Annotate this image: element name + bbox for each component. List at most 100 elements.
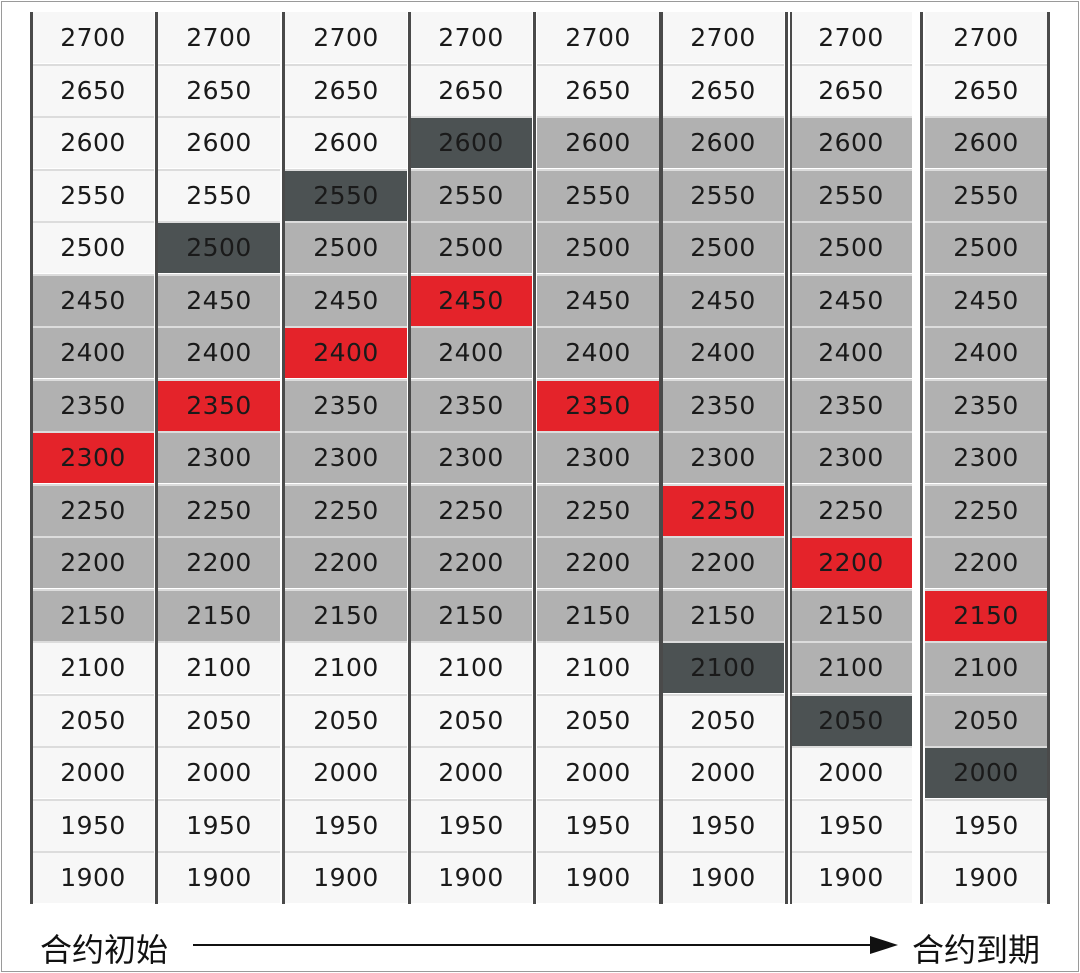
price-cell-light: 2150: [158, 590, 280, 641]
row-separator: [790, 799, 912, 801]
row-separator: [285, 746, 407, 748]
price-column-2: 2700 2650 2600 2550 2500 2450 2400 2350 2300 2250…: [158, 12, 280, 904]
row-separator: [285, 221, 407, 223]
price-cell-light: 2400: [410, 327, 532, 378]
row-separator: [537, 169, 659, 171]
price-cell-white: 2550: [158, 170, 280, 221]
row-separator: [32, 326, 154, 328]
price-cell-light: 2250: [537, 485, 659, 536]
row-separator: [410, 221, 532, 223]
row-separator: [410, 274, 532, 276]
price-cell-light: 2500: [662, 222, 784, 273]
row-separator: [32, 536, 154, 538]
price-cell-white: 1900: [662, 852, 784, 903]
price-cell-light: 2150: [662, 590, 784, 641]
price-cell-white: 1950: [158, 800, 280, 851]
row-separator: [32, 274, 154, 276]
price-cell-light: 2300: [537, 432, 659, 483]
price-cell-light: 2300: [925, 432, 1047, 483]
row-separator: [790, 116, 912, 118]
row-separator: [158, 116, 280, 118]
row-separator: [537, 431, 659, 433]
price-cell-light: 2150: [537, 590, 659, 641]
price-cell-light: 2550: [537, 170, 659, 221]
price-cell-light: 2200: [662, 537, 784, 588]
row-separator: [285, 799, 407, 801]
price-cell-light: 2300: [158, 432, 280, 483]
row-separator: [537, 641, 659, 643]
price-column-6: 2700 2650 2600 2550 2500 2450 2400 2350 2300 2250…: [662, 12, 784, 904]
price-cell-white: 1900: [158, 852, 280, 903]
row-separator: [32, 169, 154, 171]
row-separator: [410, 169, 532, 171]
row-separator: [410, 851, 532, 853]
row-separator: [925, 326, 1047, 328]
row-separator: [537, 274, 659, 276]
column-divider: [920, 12, 923, 904]
row-separator: [285, 694, 407, 696]
price-cell-light: 2100: [925, 642, 1047, 693]
column-divider: [1047, 12, 1050, 904]
row-separator: [790, 641, 912, 643]
row-separator: [662, 536, 784, 538]
price-cell-light: 2600: [537, 117, 659, 168]
row-separator: [285, 536, 407, 538]
price-cell-white: 1900: [285, 852, 407, 903]
timeline-arrow-head: [870, 936, 898, 954]
row-separator: [537, 484, 659, 486]
price-column-5: 2700 2650 2600 2550 2500 2450 2400 2350 2300 2250…: [537, 12, 659, 904]
column-divider: [30, 12, 33, 904]
price-cell-light: 2350: [925, 380, 1047, 431]
price-cell-light: 2200: [285, 537, 407, 588]
row-separator: [285, 64, 407, 66]
price-cell-light: 2450: [662, 275, 784, 326]
price-cell-white: 1950: [662, 800, 784, 851]
price-cell-red: 2200: [790, 537, 912, 588]
price-cell-white: 1950: [285, 800, 407, 851]
price-cell-light: 2500: [285, 222, 407, 273]
row-separator: [790, 851, 912, 853]
row-separator: [662, 694, 784, 696]
row-separator: [925, 641, 1047, 643]
column-divider: [533, 12, 536, 904]
row-separator: [410, 536, 532, 538]
row-separator: [925, 169, 1047, 171]
price-cell-white: 2650: [32, 65, 154, 116]
row-separator: [925, 221, 1047, 223]
contract-end-label: 合约到期: [912, 931, 1041, 969]
row-separator: [662, 221, 784, 223]
row-separator: [925, 431, 1047, 433]
price-cell-white: 1950: [410, 800, 532, 851]
row-separator: [537, 379, 659, 381]
price-cell-white: 2650: [158, 65, 280, 116]
price-cell-white: 2650: [925, 65, 1047, 116]
column-divider: [790, 12, 792, 904]
price-cell-light: 2400: [537, 327, 659, 378]
row-separator: [410, 116, 532, 118]
price-cell-red: 2450: [410, 275, 532, 326]
row-separator: [285, 326, 407, 328]
price-cell-white: 2700: [537, 12, 659, 63]
row-separator: [158, 326, 280, 328]
price-cell-white: 2600: [158, 117, 280, 168]
price-cell-white: 2700: [925, 12, 1047, 63]
price-cell-dark: 2050: [790, 695, 912, 746]
row-separator: [537, 221, 659, 223]
row-separator: [32, 851, 154, 853]
price-cell-white: 2000: [662, 747, 784, 798]
row-separator: [285, 641, 407, 643]
price-cell-light: 2300: [790, 432, 912, 483]
price-cell-light: 2050: [925, 695, 1047, 746]
row-separator: [32, 799, 154, 801]
row-separator: [410, 746, 532, 748]
price-column-1: 2700 2650 2600 2550 2500 2450 2400 2350 2300 2250…: [32, 12, 154, 904]
price-cell-white: 1900: [410, 852, 532, 903]
row-separator: [32, 116, 154, 118]
price-cell-white: 2600: [285, 117, 407, 168]
price-cell-white: 2600: [32, 117, 154, 168]
price-cell-white: 2650: [410, 65, 532, 116]
row-separator: [662, 379, 784, 381]
row-separator: [790, 379, 912, 381]
price-cell-light: 2350: [662, 380, 784, 431]
price-cell-light: 2300: [662, 432, 784, 483]
